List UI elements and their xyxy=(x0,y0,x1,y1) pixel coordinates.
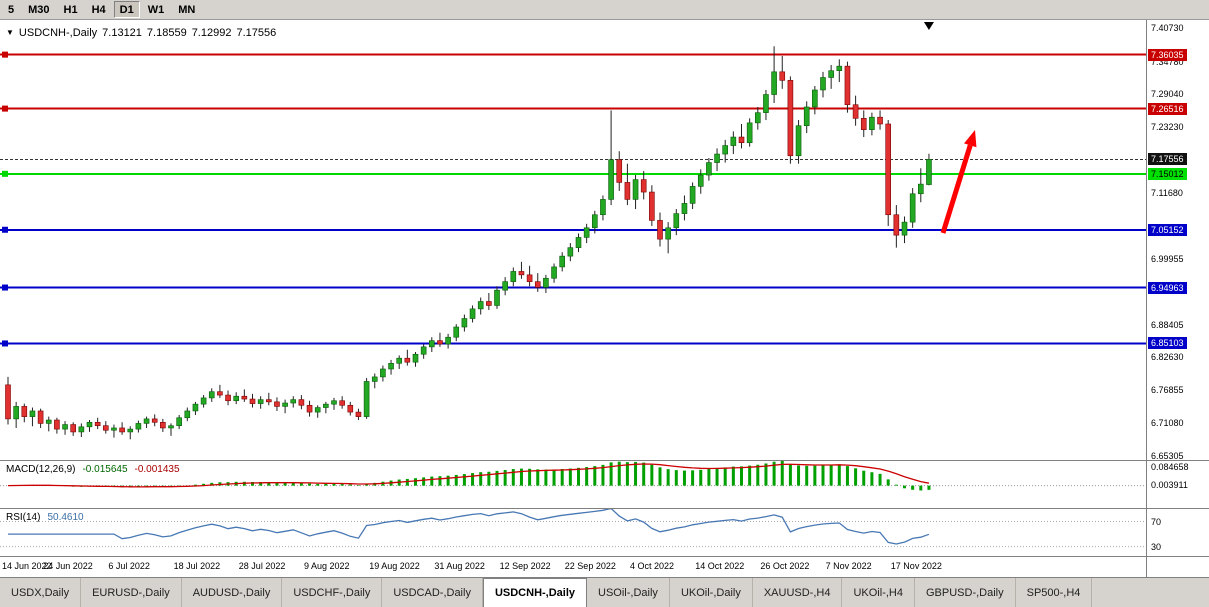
price-axis[interactable]: 7.40730 7.34780 7.29040 7.23230 7.11680 6.999… xyxy=(1146,20,1209,460)
legend-symbol: USDCNH-,Daily xyxy=(18,27,98,39)
macd-axis-label: 0.003911 xyxy=(1151,479,1188,490)
date-axis-label: 26 Oct 2022 xyxy=(760,561,810,571)
price-axis-label: 6.76855 xyxy=(1151,385,1184,396)
timeframe-w1-button[interactable]: W1 xyxy=(142,1,171,18)
price-level-badge: 7.17556 xyxy=(1148,153,1187,166)
date-axis-corner xyxy=(1146,557,1209,577)
tab-eurusd-daily[interactable]: EURUSD-,Daily xyxy=(81,578,182,607)
tab-sp500-h4[interactable]: SP500-,H4 xyxy=(1016,578,1093,607)
price-axis-label: 7.40730 xyxy=(1151,22,1184,33)
main-chart-row: ▼ USDCNH-,Daily 7.13121 7.18559 7.12992 … xyxy=(0,20,1209,460)
price-axis-label: 7.11680 xyxy=(1151,187,1183,198)
macd-main-value: -0.015645 xyxy=(82,464,128,475)
price-level-badge: 7.05152 xyxy=(1148,223,1187,236)
date-axis-label: 6 Jul 2022 xyxy=(108,561,150,571)
price-level-badge: 7.15012 xyxy=(1148,167,1187,180)
timeframe-m30-button[interactable]: M30 xyxy=(22,1,55,18)
price-axis-label: 6.88405 xyxy=(1151,319,1184,330)
date-axis-label: 19 Aug 2022 xyxy=(369,561,420,571)
price-level-badge: 7.26516 xyxy=(1148,102,1187,115)
price-level-badge: 6.94963 xyxy=(1148,281,1187,294)
chart-tab-bar: USDX,Daily EURUSD-,Daily AUDUSD-,Daily USDC… xyxy=(0,577,1209,607)
tab-usdcad-daily[interactable]: USDCAD-,Daily xyxy=(382,578,483,607)
date-axis-label: 31 Aug 2022 xyxy=(434,561,485,571)
chart-dropdown-icon[interactable]: ▼ xyxy=(6,28,14,37)
rsi-panel[interactable]: RSI(14) 50.4610 xyxy=(0,509,1146,556)
date-axis-label: 14 Oct 2022 xyxy=(695,561,745,571)
rsi-label: RSI(14) 50.4610 xyxy=(6,512,84,523)
macd-name: MACD(12,26,9) xyxy=(6,464,76,475)
macd-label: MACD(12,26,9) -0.015645 -0.001435 xyxy=(6,464,180,475)
timeframe-h1-button[interactable]: H1 xyxy=(58,1,84,18)
date-axis-row: 14 Jun 2022 24 Jun 2022 6 Jul 2022 18 Jul 2… xyxy=(0,556,1209,577)
rsi-level-label: 30 xyxy=(1151,541,1162,552)
price-axis-label: 6.65305 xyxy=(1151,450,1184,460)
rsi-canvas xyxy=(0,509,1146,548)
date-axis-label: 17 Nov 2022 xyxy=(890,561,942,571)
timeframe-toolbar: 5 M30 H1 H4 D1 W1 MN xyxy=(0,0,1209,20)
date-axis-label: 24 Jun 2022 xyxy=(43,561,93,571)
end-of-data-marker xyxy=(923,22,934,30)
macd-panel-row: MACD(12,26,9) -0.015645 -0.001435 0.0846… xyxy=(0,460,1209,508)
rsi-axis: 70 30 xyxy=(1146,509,1209,556)
price-axis-label: 6.99955 xyxy=(1151,254,1184,265)
legend-low: 7.12992 xyxy=(191,27,232,39)
tab-usdx-daily[interactable]: USDX,Daily xyxy=(0,578,82,607)
date-axis-label: 7 Nov 2022 xyxy=(825,561,872,571)
date-axis-label: 12 Sep 2022 xyxy=(499,561,551,571)
price-axis-label: 6.82630 xyxy=(1151,352,1184,363)
macd-canvas xyxy=(0,461,1146,491)
date-axis-label: 18 Jul 2022 xyxy=(173,561,221,571)
timeframe-d1-button[interactable]: D1 xyxy=(113,1,140,18)
date-axis-label: 28 Jul 2022 xyxy=(238,561,286,571)
legend-high: 7.18559 xyxy=(146,27,187,39)
legend-open: 7.13121 xyxy=(102,27,142,39)
macd-panel[interactable]: MACD(12,26,9) -0.015645 -0.001435 xyxy=(0,461,1146,508)
date-axis-label: 9 Aug 2022 xyxy=(304,561,350,571)
tab-audusd-daily[interactable]: AUDUSD-,Daily xyxy=(182,578,283,607)
rsi-level-label: 70 xyxy=(1151,516,1162,527)
price-level-badge: 6.85103 xyxy=(1148,337,1187,350)
legend-close: 7.17556 xyxy=(236,27,277,39)
timeframe-h4-button[interactable]: H4 xyxy=(86,1,112,18)
macd-axis: 0.084658 0.003911 xyxy=(1146,461,1209,508)
rsi-value: 50.4610 xyxy=(47,512,84,523)
date-axis-label: 22 Sep 2022 xyxy=(564,561,616,571)
macd-axis-label: 0.084658 xyxy=(1151,462,1189,472)
date-axis-label: 4 Oct 2022 xyxy=(630,561,675,571)
timeframe-mn-button[interactable]: MN xyxy=(172,1,201,18)
tab-usdchf-daily[interactable]: USDCHF-,Daily xyxy=(282,578,383,607)
tab-ukoil-h4[interactable]: UKOil-,H4 xyxy=(842,578,915,607)
price-axis-label: 7.34780 xyxy=(1151,56,1184,67)
date-axis-label: 14 Jun 2022 xyxy=(2,561,52,571)
price-chart[interactable]: ▼ USDCNH-,Daily 7.13121 7.18559 7.12992 … xyxy=(0,20,1146,460)
tab-xauusd-h4[interactable]: XAUUSD-,H4 xyxy=(753,578,843,607)
timeframe-5-button[interactable]: 5 xyxy=(2,1,20,18)
date-axis[interactable]: 14 Jun 2022 24 Jun 2022 6 Jul 2022 18 Jul 2… xyxy=(0,557,1146,577)
candlestick-canvas xyxy=(0,22,1146,440)
price-axis-label: 7.23230 xyxy=(1151,122,1184,133)
tab-ukoil-daily[interactable]: UKOil-,Daily xyxy=(670,578,753,607)
price-axis-label: 6.71080 xyxy=(1151,417,1184,428)
tab-usdcnh-daily[interactable]: USDCNH-,Daily xyxy=(482,578,588,607)
chart-legend: ▼ USDCNH-,Daily 7.13121 7.18559 7.12992 … xyxy=(6,27,276,39)
rsi-name: RSI(14) xyxy=(6,512,41,523)
tab-usoil-daily[interactable]: USOil-,Daily xyxy=(587,578,670,607)
price-axis-label: 7.29040 xyxy=(1151,89,1184,100)
trend-arrow xyxy=(940,144,973,234)
tab-gbpusd-daily[interactable]: GBPUSD-,Daily xyxy=(915,578,1016,607)
price-level-badge: 7.36035 xyxy=(1148,48,1187,61)
macd-signal-value: -0.001435 xyxy=(134,464,180,475)
rsi-panel-row: RSI(14) 50.4610 70 30 xyxy=(0,508,1209,556)
